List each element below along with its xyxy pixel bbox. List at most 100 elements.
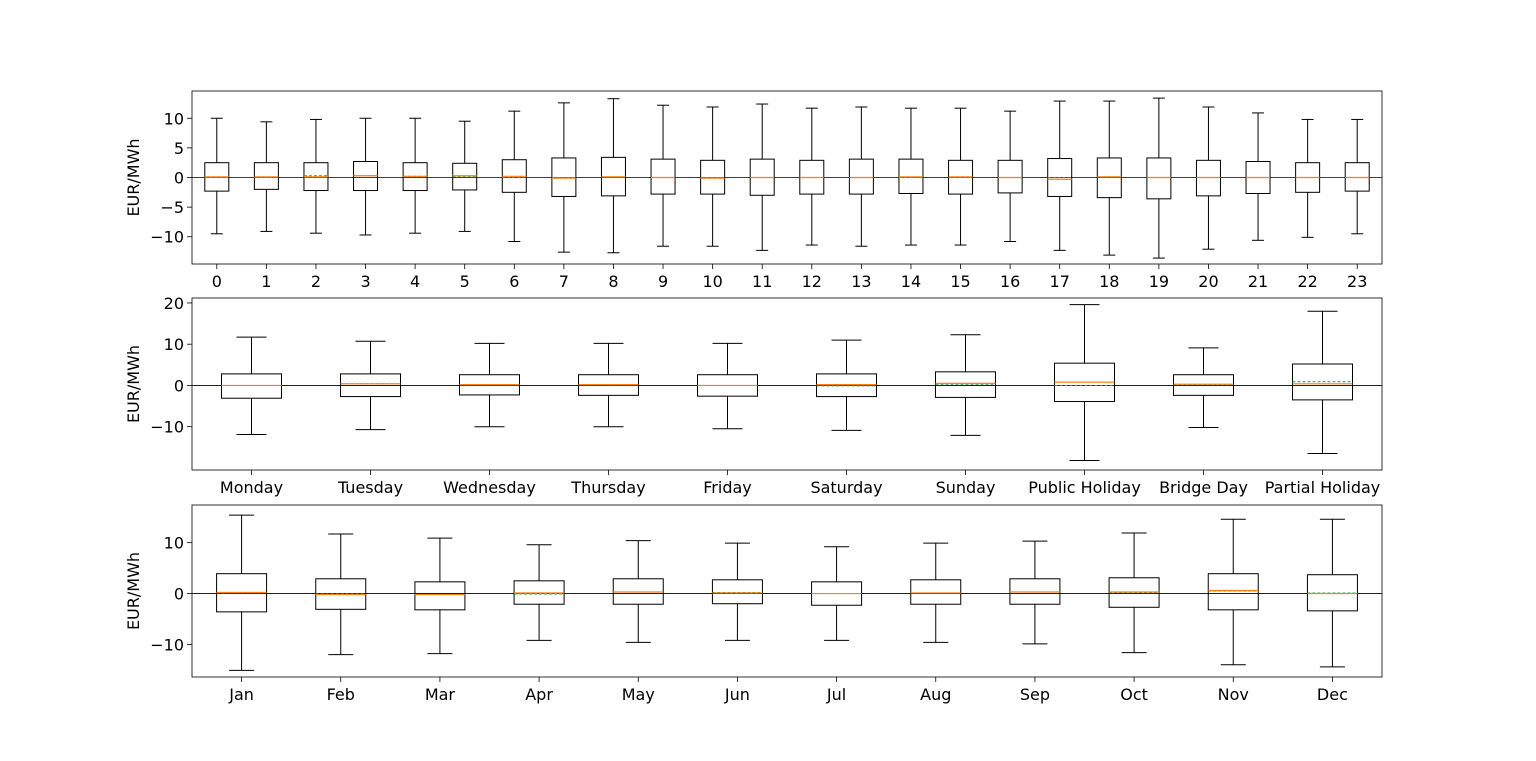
box-Thursday — [578, 342, 639, 428]
box-iqr — [253, 162, 279, 190]
box-Partial Holiday — [1292, 310, 1353, 455]
x-tick-label: 2 — [311, 272, 321, 291]
box-Sep — [1009, 540, 1061, 645]
box-Jun — [711, 542, 763, 641]
x-tick-label: Friday — [703, 478, 752, 497]
x-tick-label: Sep — [1020, 685, 1050, 704]
y-axis-label: EUR/MWh — [124, 552, 143, 630]
box-iqr — [1207, 573, 1259, 611]
y-tick-label: −10 — [150, 418, 184, 437]
x-tick-label: Public Holiday — [1028, 478, 1141, 497]
box-14 — [898, 107, 924, 246]
x-tick-label: 7 — [559, 272, 569, 291]
box-Aug — [910, 542, 962, 643]
y-axis-label: EUR/MWh — [124, 345, 143, 423]
box-Tuesday — [340, 340, 401, 431]
box-6 — [501, 110, 527, 242]
x-tick-label: 1 — [261, 272, 271, 291]
hourly-panel: 0 1 2 3 4 5 6 7 8 9 10 11 12 13 14 15 16 17 18 19 20 21 22 23−1… — [124, 90, 1383, 291]
box-iqr — [711, 579, 763, 605]
box-18 — [1096, 100, 1122, 256]
x-tick-label: Oct — [1120, 685, 1148, 704]
box-iqr — [848, 158, 874, 195]
x-tick-label: Saturday — [810, 478, 882, 497]
x-tick-label: 8 — [608, 272, 618, 291]
x-tick-label: 19 — [1149, 272, 1169, 291]
box-15 — [948, 107, 974, 246]
box-4 — [402, 117, 428, 234]
y-tick-label: 10 — [164, 534, 184, 553]
box-Wednesday — [459, 342, 520, 428]
box-iqr — [997, 159, 1023, 194]
box-21 — [1245, 112, 1271, 241]
x-tick-label: Monday — [220, 478, 283, 497]
y-tick-label: 5 — [174, 139, 184, 158]
box-0 — [204, 117, 230, 235]
x-tick-label: 12 — [802, 272, 822, 291]
box-iqr — [414, 581, 466, 611]
box-2 — [303, 118, 329, 234]
x-tick-label: 5 — [460, 272, 470, 291]
x-tick-label: May — [622, 685, 655, 704]
box-iqr — [910, 579, 962, 605]
box-23 — [1344, 118, 1370, 235]
y-tick-label: 0 — [174, 376, 184, 395]
box-22 — [1295, 118, 1321, 238]
box-iqr — [816, 373, 877, 398]
x-tick-label: 20 — [1198, 272, 1218, 291]
box-11 — [749, 103, 775, 251]
y-tick-label: −10 — [150, 635, 184, 654]
x-tick-label: Wednesday — [443, 478, 536, 497]
box-Nov — [1207, 518, 1259, 666]
box-Sunday — [935, 334, 996, 436]
box-Bridge Day — [1173, 347, 1234, 429]
x-tick-label: 3 — [360, 272, 370, 291]
box-Dec — [1306, 518, 1358, 668]
box-20 — [1195, 106, 1221, 250]
y-tick-label: 0 — [174, 585, 184, 604]
axes-frame — [191, 90, 1383, 265]
x-tick-label: Apr — [525, 685, 553, 704]
x-tick-label: Sunday — [936, 478, 996, 497]
y-axis-label: EUR/MWh — [124, 138, 143, 216]
x-tick-label: 22 — [1297, 272, 1317, 291]
x-tick-label: 23 — [1347, 272, 1367, 291]
x-tick-label: 9 — [658, 272, 668, 291]
x-tick-label: 0 — [212, 272, 222, 291]
x-tick-label: Feb — [327, 685, 355, 704]
x-tick-label: Jul — [826, 685, 846, 704]
x-tick-label: Nov — [1218, 685, 1249, 704]
x-tick-label: Dec — [1317, 685, 1348, 704]
box-May — [612, 540, 664, 643]
day-type-panel: Monday Tuesday Wednesday Thursday Friday Satu… — [124, 294, 1383, 497]
axes-frame — [191, 297, 1383, 471]
y-tick-label: 10 — [164, 335, 184, 354]
x-tick-label: 11 — [752, 272, 772, 291]
box-Friday — [697, 342, 758, 430]
box-10 — [700, 106, 726, 247]
x-tick-label: 10 — [702, 272, 722, 291]
box-Mar — [414, 537, 466, 655]
x-tick-label: 18 — [1099, 272, 1119, 291]
x-tick-label: Jan — [228, 685, 254, 704]
box-5 — [452, 120, 478, 232]
y-tick-label: 20 — [164, 294, 184, 313]
monthly-panel: Jan Feb Mar Apr May Jun Jul Aug Sep Oct Nov Dec −10 0… — [124, 504, 1383, 704]
x-tick-label: 21 — [1248, 272, 1268, 291]
x-tick-label: Thursday — [570, 478, 645, 497]
box-Jan — [216, 514, 268, 671]
x-tick-label: 14 — [901, 272, 921, 291]
y-tick-label: −5 — [160, 198, 184, 217]
axes-frame — [191, 504, 1383, 678]
box-iqr — [650, 158, 676, 195]
x-tick-label: 16 — [1000, 272, 1020, 291]
x-tick-label: Mar — [425, 685, 456, 704]
x-tick-label: Partial Holiday — [1265, 478, 1381, 497]
x-tick-label: 15 — [950, 272, 970, 291]
box-iqr — [1096, 157, 1122, 199]
x-tick-label: Jun — [724, 685, 750, 704]
y-tick-label: 10 — [164, 109, 184, 128]
box-Oct — [1108, 532, 1160, 654]
